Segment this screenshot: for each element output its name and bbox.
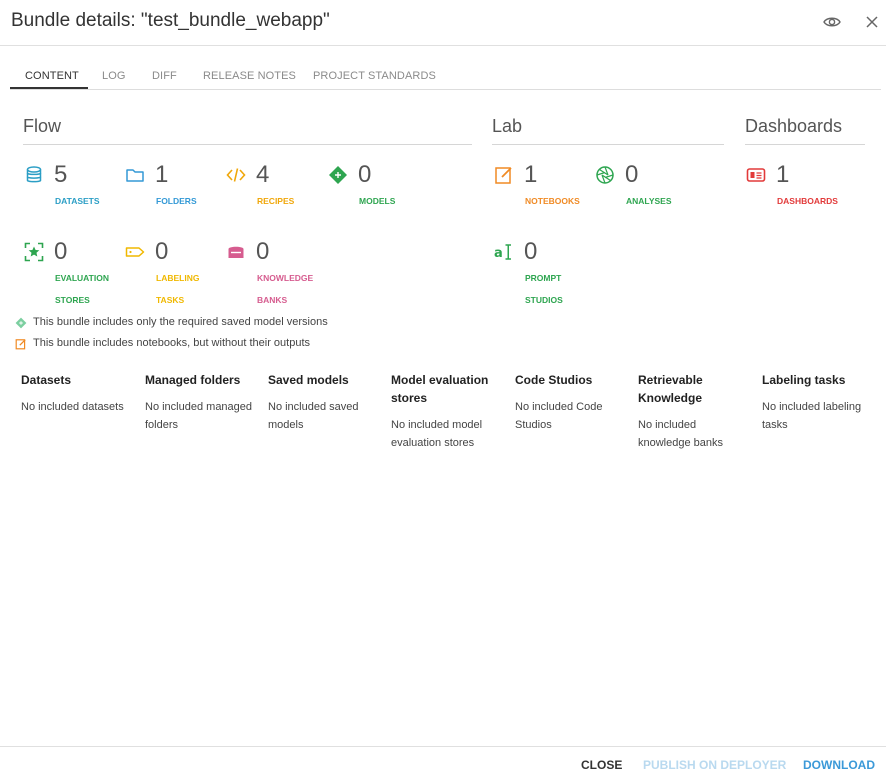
- note-text: This bundle includes notebooks, but with…: [33, 337, 311, 349]
- tab-diff[interactable]: DIFF: [152, 70, 177, 82]
- stat-count: 0: [54, 238, 68, 265]
- database-icon: [26, 166, 42, 183]
- stat-count: 1: [155, 161, 169, 188]
- tab-release-notes[interactable]: RELEASE NOTES: [203, 70, 296, 82]
- folder-icon: [126, 169, 144, 182]
- column-datasets: Datasets No included datasets: [21, 371, 133, 416]
- code-icon: [226, 168, 246, 182]
- column-retrievable-knowledge: Retrievable Knowledge No included knowle…: [638, 371, 750, 452]
- column-labeling-tasks: Labeling tasks No included labeling task…: [762, 371, 874, 434]
- column-title: Labeling tasks: [762, 373, 846, 387]
- column-title: Code Studios: [515, 373, 593, 387]
- stat-label: PROMPT STUDIOS: [525, 273, 563, 305]
- stat-count: 0: [155, 238, 169, 265]
- stat-count: 5: [54, 161, 68, 188]
- stat-label: NOTEBOOKS: [525, 196, 580, 206]
- tab-project-standards[interactable]: PROJECT STANDARDS: [313, 70, 436, 82]
- model-diamond-icon: [15, 317, 27, 329]
- stat-label: DASHBOARDS: [777, 196, 838, 206]
- model-diamond-icon: [329, 166, 347, 184]
- evaluation-store-icon: [24, 242, 44, 262]
- column-title: Retrievable Knowledge: [638, 373, 703, 405]
- stat-count: 1: [776, 161, 790, 188]
- close-button[interactable]: CLOSE: [581, 758, 623, 772]
- column-title: Datasets: [21, 373, 72, 387]
- close-icon[interactable]: [862, 12, 882, 32]
- note-notebooks-without-outputs: This bundle includes notebooks, but with…: [15, 337, 355, 351]
- stat-count: 4: [256, 161, 270, 188]
- column-title: Saved models: [268, 373, 349, 387]
- stat-label: FOLDERS: [156, 196, 197, 206]
- modal-title: Bundle details: "test_bundle_webapp": [11, 10, 330, 31]
- download-button[interactable]: DOWNLOAD: [803, 758, 875, 772]
- stat-label: RECIPES: [257, 196, 295, 206]
- eye-icon[interactable]: [822, 12, 842, 32]
- modal-footer: CLOSE PUBLISH ON DEPLOYER DOWNLOAD: [0, 746, 886, 781]
- column-title: Managed folders: [145, 373, 241, 387]
- publish-on-deployer-button[interactable]: PUBLISH ON DEPLOYER: [643, 758, 787, 772]
- notebook-icon: [15, 339, 26, 350]
- prompt-studio-icon: a: [494, 244, 511, 261]
- section-divider-dashboards: [745, 144, 865, 145]
- stat-label: DATASETS: [55, 196, 100, 206]
- stat-label: LABELING TASKS: [156, 273, 200, 305]
- column-empty-text: No included knowledge banks: [638, 419, 724, 449]
- tab-bar: CONTENT LOG DIFF RELEASE NOTES PROJECT S…: [10, 62, 881, 90]
- tab-log[interactable]: LOG: [102, 70, 126, 82]
- stat-label: ANALYSES: [626, 196, 672, 206]
- column-empty-text: No included model evaluation stores: [391, 419, 483, 449]
- note-text: This bundle includes only the required s…: [33, 316, 328, 328]
- active-tab-indicator: [10, 87, 88, 89]
- stat-label: EVALUATION STORES: [55, 273, 109, 305]
- column-saved-models: Saved models No included saved models: [268, 371, 380, 434]
- column-managed-folders: Managed folders No included managed fold…: [145, 371, 257, 434]
- analysis-aperture-icon: [596, 166, 614, 184]
- section-divider-flow: [23, 144, 472, 145]
- column-title: Model evaluation stores: [391, 373, 489, 405]
- modal-header: Bundle details: "test_bundle_webapp": [0, 0, 886, 46]
- stat-label: KNOWLEDGE BANKS: [257, 273, 314, 305]
- note-saved-model-versions: This bundle includes only the required s…: [15, 316, 355, 330]
- stat-count: 0: [625, 161, 639, 188]
- column-empty-text: No included Code Studios: [515, 401, 603, 431]
- tag-icon: [125, 247, 145, 257]
- section-title-flow: Flow: [23, 116, 62, 136]
- dashboard-icon: [746, 168, 766, 182]
- stat-count: 1: [524, 161, 538, 188]
- column-empty-text: No included datasets: [21, 401, 124, 413]
- column-empty-text: No included labeling tasks: [762, 401, 862, 431]
- section-title-lab: Lab: [492, 116, 523, 136]
- stat-label: MODELS: [359, 196, 396, 206]
- column-empty-text: No included managed folders: [145, 401, 253, 431]
- section-title-dashboards: Dashboards: [745, 116, 843, 136]
- column-empty-text: No included saved models: [268, 401, 359, 431]
- section-divider-lab: [492, 144, 724, 145]
- stat-count: 0: [524, 238, 538, 265]
- tab-content[interactable]: CONTENT: [25, 70, 79, 82]
- column-code-studios: Code Studios No included Code Studios: [515, 371, 627, 434]
- column-model-evaluation-stores: Model evaluation stores No included mode…: [391, 371, 503, 452]
- svg-text:a: a: [494, 246, 503, 261]
- knowledge-bank-icon: [228, 246, 244, 258]
- stat-count: 0: [256, 238, 270, 265]
- notebook-icon: [495, 167, 512, 184]
- stat-count: 0: [358, 161, 372, 188]
